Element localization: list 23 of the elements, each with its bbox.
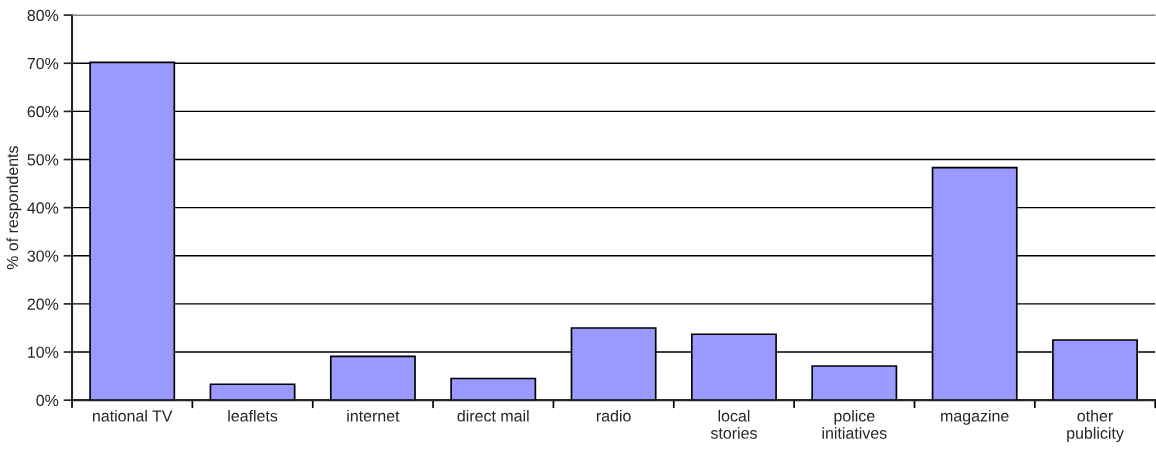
y-tick-label: 20% [27, 298, 59, 310]
y-axis-title: % of respondents [6, 146, 22, 270]
y-tick-label: 30% [27, 250, 59, 262]
bar [450, 377, 537, 401]
x-tick-label: internet [347, 409, 400, 422]
x-tick-label: direct mail [457, 409, 529, 422]
x-tick-label: leaflets [228, 409, 278, 422]
x-tick-label: local stories [710, 409, 757, 439]
x-tick-label: national TV [93, 409, 173, 422]
y-tick-label: 50% [27, 154, 59, 166]
x-tick-label: police initiatives [822, 409, 887, 439]
bar [209, 383, 296, 401]
y-tick-label: 10% [28, 346, 59, 358]
y-tick-label: 80% [27, 9, 59, 22]
y-tick-label: 70% [27, 57, 59, 70]
bar [811, 365, 898, 401]
x-tick-label: radio [596, 409, 631, 422]
bar [329, 355, 416, 401]
x-tick-label: magazine [941, 409, 1009, 425]
y-tick-label: 40% [27, 202, 59, 214]
x-tick-label: other publicity [1067, 409, 1124, 442]
y-tick-label: 60% [27, 106, 59, 118]
y-tick-label: 0% [36, 394, 59, 407]
